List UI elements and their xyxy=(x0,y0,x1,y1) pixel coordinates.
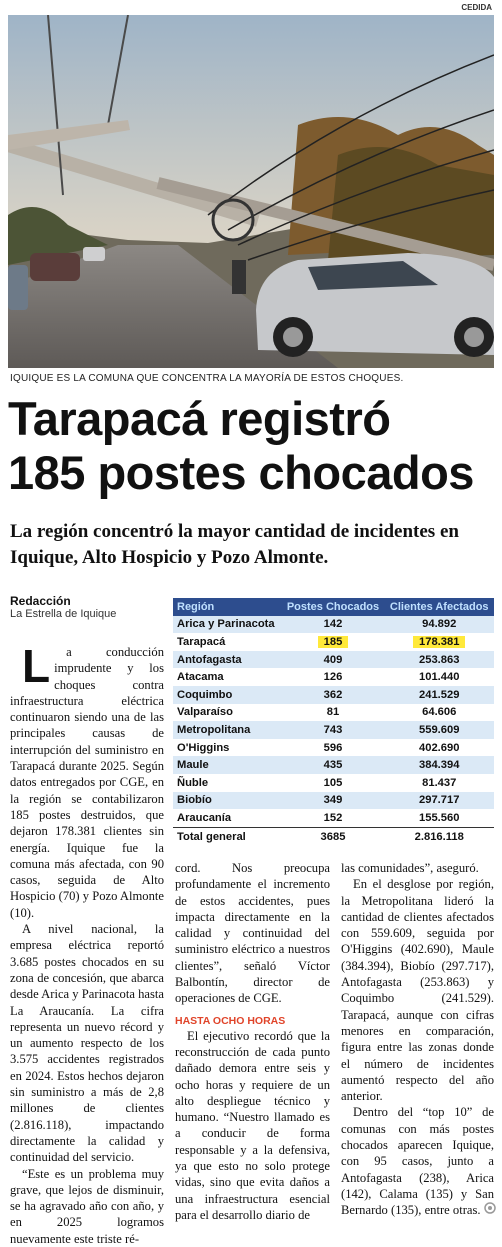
paragraph: En el desglose por región, la Metropolit… xyxy=(341,877,494,1104)
photo-credit: CEDIDA xyxy=(461,3,492,12)
table-cell: Biobío xyxy=(173,791,282,810)
table-cell: Arica y Parinacota xyxy=(173,615,282,634)
table-cell: Coquimbo xyxy=(173,685,282,704)
page-icon xyxy=(484,1202,496,1214)
table-row: Tarapacá 185 178.381 xyxy=(173,633,494,651)
table-header-row: Región Postes Chocados Clientes Afectados xyxy=(173,598,494,616)
table-cell: 81 xyxy=(281,703,385,722)
table-cell: 743 xyxy=(281,721,385,739)
table-cell: 64.606 xyxy=(384,703,494,722)
photo-caption: IQUIQUE ES LA COMUNA QUE CONCENTRA LA MA… xyxy=(10,373,404,384)
text-column: las comunidades”, aseguró. En el desglose… xyxy=(341,860,494,1219)
paragraph: La conducción imprudente y los choques c… xyxy=(10,640,164,920)
text-column: La conducción imprudente y los choques c… xyxy=(10,640,164,1247)
table-cell: 559.609 xyxy=(384,721,494,739)
column-header: Clientes Afectados xyxy=(384,598,494,616)
photo xyxy=(8,15,494,368)
table-cell: Antofagasta xyxy=(173,650,282,669)
table-cell: 297.717 xyxy=(384,791,494,810)
highlighted-value: 178.381 xyxy=(413,635,466,648)
table-row: Biobío 349 297.717 xyxy=(173,791,494,810)
table-cell: 349 xyxy=(281,791,385,810)
table-cell: O'Higgins xyxy=(173,738,282,757)
table-row: Araucanía 152 155.560 xyxy=(173,809,494,828)
table-cell: 126 xyxy=(281,668,385,686)
paragraph: las comunidades”, aseguró. xyxy=(341,861,479,875)
paragraph: cord. Nos preocupa profundamente el incr… xyxy=(175,861,330,1006)
table-cell: 152 xyxy=(281,809,385,828)
column-header: Región xyxy=(173,598,282,616)
text-column: cord. Nos preocupa profundamente el incr… xyxy=(175,860,330,1223)
column-header: Postes Chocados xyxy=(281,598,385,616)
deck: La región concentró la mayor cantidad de… xyxy=(10,521,459,568)
table-cell: 435 xyxy=(281,756,385,774)
table-row: Ñuble 105 81.437 xyxy=(173,773,494,792)
table-cell: 142 xyxy=(281,615,385,634)
page: CEDIDA IQUIQUE ES LA COMUNA QUE CONCENTR… xyxy=(8,3,498,1246)
table-row: Maule 435 384.394 xyxy=(173,756,494,774)
table-total-row: Total general 3685 2.816.118 xyxy=(173,826,494,846)
table-cell: 3685 xyxy=(281,826,385,846)
headline: Tarapacá registró 185 postes chocados xyxy=(8,392,498,500)
table-cell: Valparaíso xyxy=(173,703,282,722)
table-cell: Araucanía xyxy=(173,809,282,828)
headline-line: 185 postes chocados xyxy=(8,446,474,499)
table-cell: 185 xyxy=(281,633,385,651)
table-cell: Ñuble xyxy=(173,773,282,792)
table-cell: Tarapacá xyxy=(173,633,282,651)
table-cell: 81.437 xyxy=(384,773,494,792)
table-row: Coquimbo 362 241.529 xyxy=(173,685,494,704)
table-cell: 384.394 xyxy=(384,756,494,774)
byline: Redacción La Estrella de Iquique xyxy=(10,594,116,620)
paragraph: El ejecutivo recordó que la reconstrucci… xyxy=(175,1028,330,1222)
paragraph: “Este es un problema muy grave, que lejo… xyxy=(10,1166,164,1246)
table-cell: Atacama xyxy=(173,668,282,686)
highlighted-value: 185 xyxy=(317,635,349,648)
table-cell: Metropolitana xyxy=(173,721,282,739)
paragraph: A nivel nacional, la empresa eléctrica r… xyxy=(10,922,164,1165)
paragraph: Dentro del “top 10” de comunas con más p… xyxy=(341,1105,494,1218)
table-row: Antofagasta 409 253.863 xyxy=(173,650,494,669)
outlet: La Estrella de Iquique xyxy=(10,608,117,620)
table-cell: 101.440 xyxy=(384,668,494,686)
table-cell: 253.863 xyxy=(384,650,494,669)
table-cell: Total general xyxy=(173,826,282,846)
headline-line: Tarapacá registró xyxy=(8,392,391,445)
table-cell: 409 xyxy=(281,650,385,669)
table-cell: 2.816.118 xyxy=(384,826,494,846)
table-row: Metropolitana 743 559.609 xyxy=(173,721,494,739)
table-cell: 178.381 xyxy=(384,633,494,651)
table-cell: 241.529 xyxy=(384,685,494,704)
table-cell: 402.690 xyxy=(384,738,494,757)
data-table: Región Postes Chocados Clientes Afectados A… xyxy=(173,598,494,846)
table-cell: Maule xyxy=(173,756,282,774)
table-row: O'Higgins 596 402.690 xyxy=(173,738,494,757)
table-row: Arica y Parinacota 142 94.892 xyxy=(173,615,494,634)
table-cell: 362 xyxy=(281,685,385,704)
table-row: Atacama 126 101.440 xyxy=(173,668,494,686)
subheading: HASTA OCHO HORAS xyxy=(175,1014,286,1027)
table-row: Valparaíso 81 64.606 xyxy=(173,703,494,722)
table-cell: 155.560 xyxy=(384,809,494,828)
table-cell: 596 xyxy=(281,738,385,757)
table-cell: 94.892 xyxy=(384,615,494,634)
table-cell: 105 xyxy=(281,773,385,792)
author: Redacción xyxy=(10,594,71,608)
